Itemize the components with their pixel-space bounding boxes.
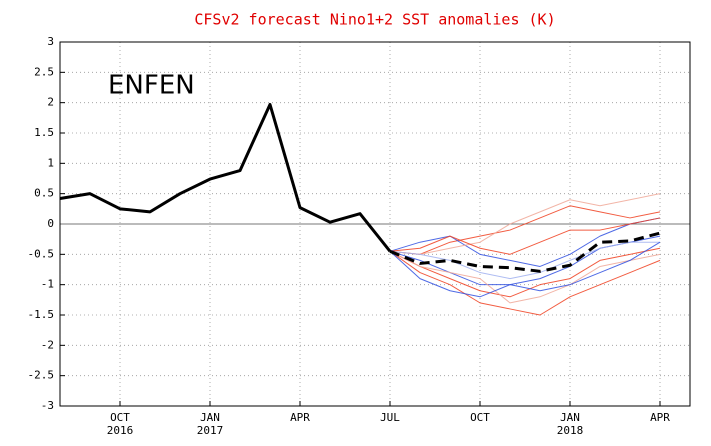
x-tick-label: JAN xyxy=(200,411,220,424)
x-tick-label: JAN xyxy=(560,411,580,424)
y-tick-label: -1.5 xyxy=(28,308,55,321)
member-line xyxy=(389,250,661,316)
x-tick-label: APR xyxy=(290,411,310,424)
member-line xyxy=(389,241,661,298)
y-tick-label: -3 xyxy=(41,399,54,412)
y-tick-label: -0.5 xyxy=(28,247,55,260)
y-tick-label: 2 xyxy=(47,96,54,109)
x-tick-year: 2018 xyxy=(557,424,584,437)
y-tick-label: 0.5 xyxy=(34,187,54,200)
y-tick-label: 1 xyxy=(47,156,54,169)
observed-line xyxy=(59,102,392,253)
y-tick-label: 0 xyxy=(47,217,54,230)
y-tick-label: 3 xyxy=(47,35,54,48)
y-tick-label: -2 xyxy=(41,338,54,351)
annotation: ENFEN xyxy=(108,71,195,101)
member-line xyxy=(389,193,661,255)
chart-title: CFSv2 forecast Nino1+2 SST anomalies (K) xyxy=(194,11,555,29)
member-line xyxy=(389,250,661,304)
y-tick-label: -1 xyxy=(41,278,54,291)
member-line xyxy=(389,241,660,280)
member-line xyxy=(389,205,661,255)
x-tick-year: 2017 xyxy=(197,424,224,437)
member-line xyxy=(389,217,661,267)
member-line xyxy=(389,247,661,298)
plot-frame xyxy=(59,41,691,407)
x-tick-label: APR xyxy=(650,411,670,424)
y-tick-label: 2.5 xyxy=(34,65,54,78)
x-tick-label: OCT xyxy=(470,411,490,424)
member-line xyxy=(389,217,661,255)
x-tick-label: JUL xyxy=(380,411,400,424)
y-tick-label: 1.5 xyxy=(34,126,54,139)
y-tick-label: -2.5 xyxy=(28,369,55,382)
x-tick-label: OCT xyxy=(110,411,130,424)
x-tick-year: 2016 xyxy=(107,424,134,437)
